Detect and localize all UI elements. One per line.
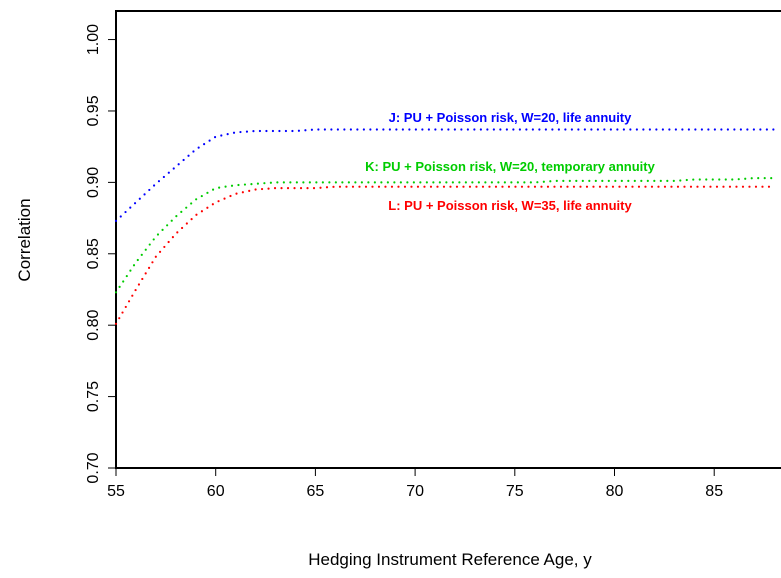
x-tick-label: 80 <box>606 483 624 500</box>
y-tick-label: 1.00 <box>85 24 102 55</box>
y-tick-label: 0.90 <box>85 167 102 198</box>
x-tick-label: 70 <box>406 483 424 500</box>
series-annotation-0: J: PU + Poisson risk, W=20, life annuity <box>389 110 633 125</box>
x-tick-label: 60 <box>207 483 225 500</box>
y-tick-label: 0.70 <box>85 452 102 483</box>
series-layer <box>114 128 776 325</box>
x-tick-label: 75 <box>506 483 524 500</box>
y-axis-title: Correlation <box>15 198 34 281</box>
x-tick-label: 85 <box>705 483 723 500</box>
y-tick-label: 0.75 <box>85 381 102 412</box>
x-axis-title: Hedging Instrument Reference Age, y <box>308 550 592 569</box>
y-tick-label: 0.95 <box>85 95 102 126</box>
x-tick-label: 65 <box>307 483 325 500</box>
y-axis: 0.70 0.75 0.80 0.85 0.90 0.95 1.00 <box>85 24 116 484</box>
series-annotation-2: L: PU + Poisson risk, W=35, life annuity <box>388 198 632 213</box>
y-tick-label: 0.80 <box>85 310 102 341</box>
annotation-layer: J: PU + Poisson risk, W=20, life annuity… <box>365 110 655 213</box>
series-line-1 <box>114 177 776 294</box>
y-tick-label: 0.85 <box>85 238 102 269</box>
x-tick-label: 55 <box>107 483 125 500</box>
plot-frame <box>115 10 781 469</box>
series-line-2 <box>114 185 776 325</box>
series-annotation-1: K: PU + Poisson risk, W=20, temporary an… <box>365 159 655 174</box>
x-axis: 55 60 65 70 75 80 85 <box>107 468 723 500</box>
